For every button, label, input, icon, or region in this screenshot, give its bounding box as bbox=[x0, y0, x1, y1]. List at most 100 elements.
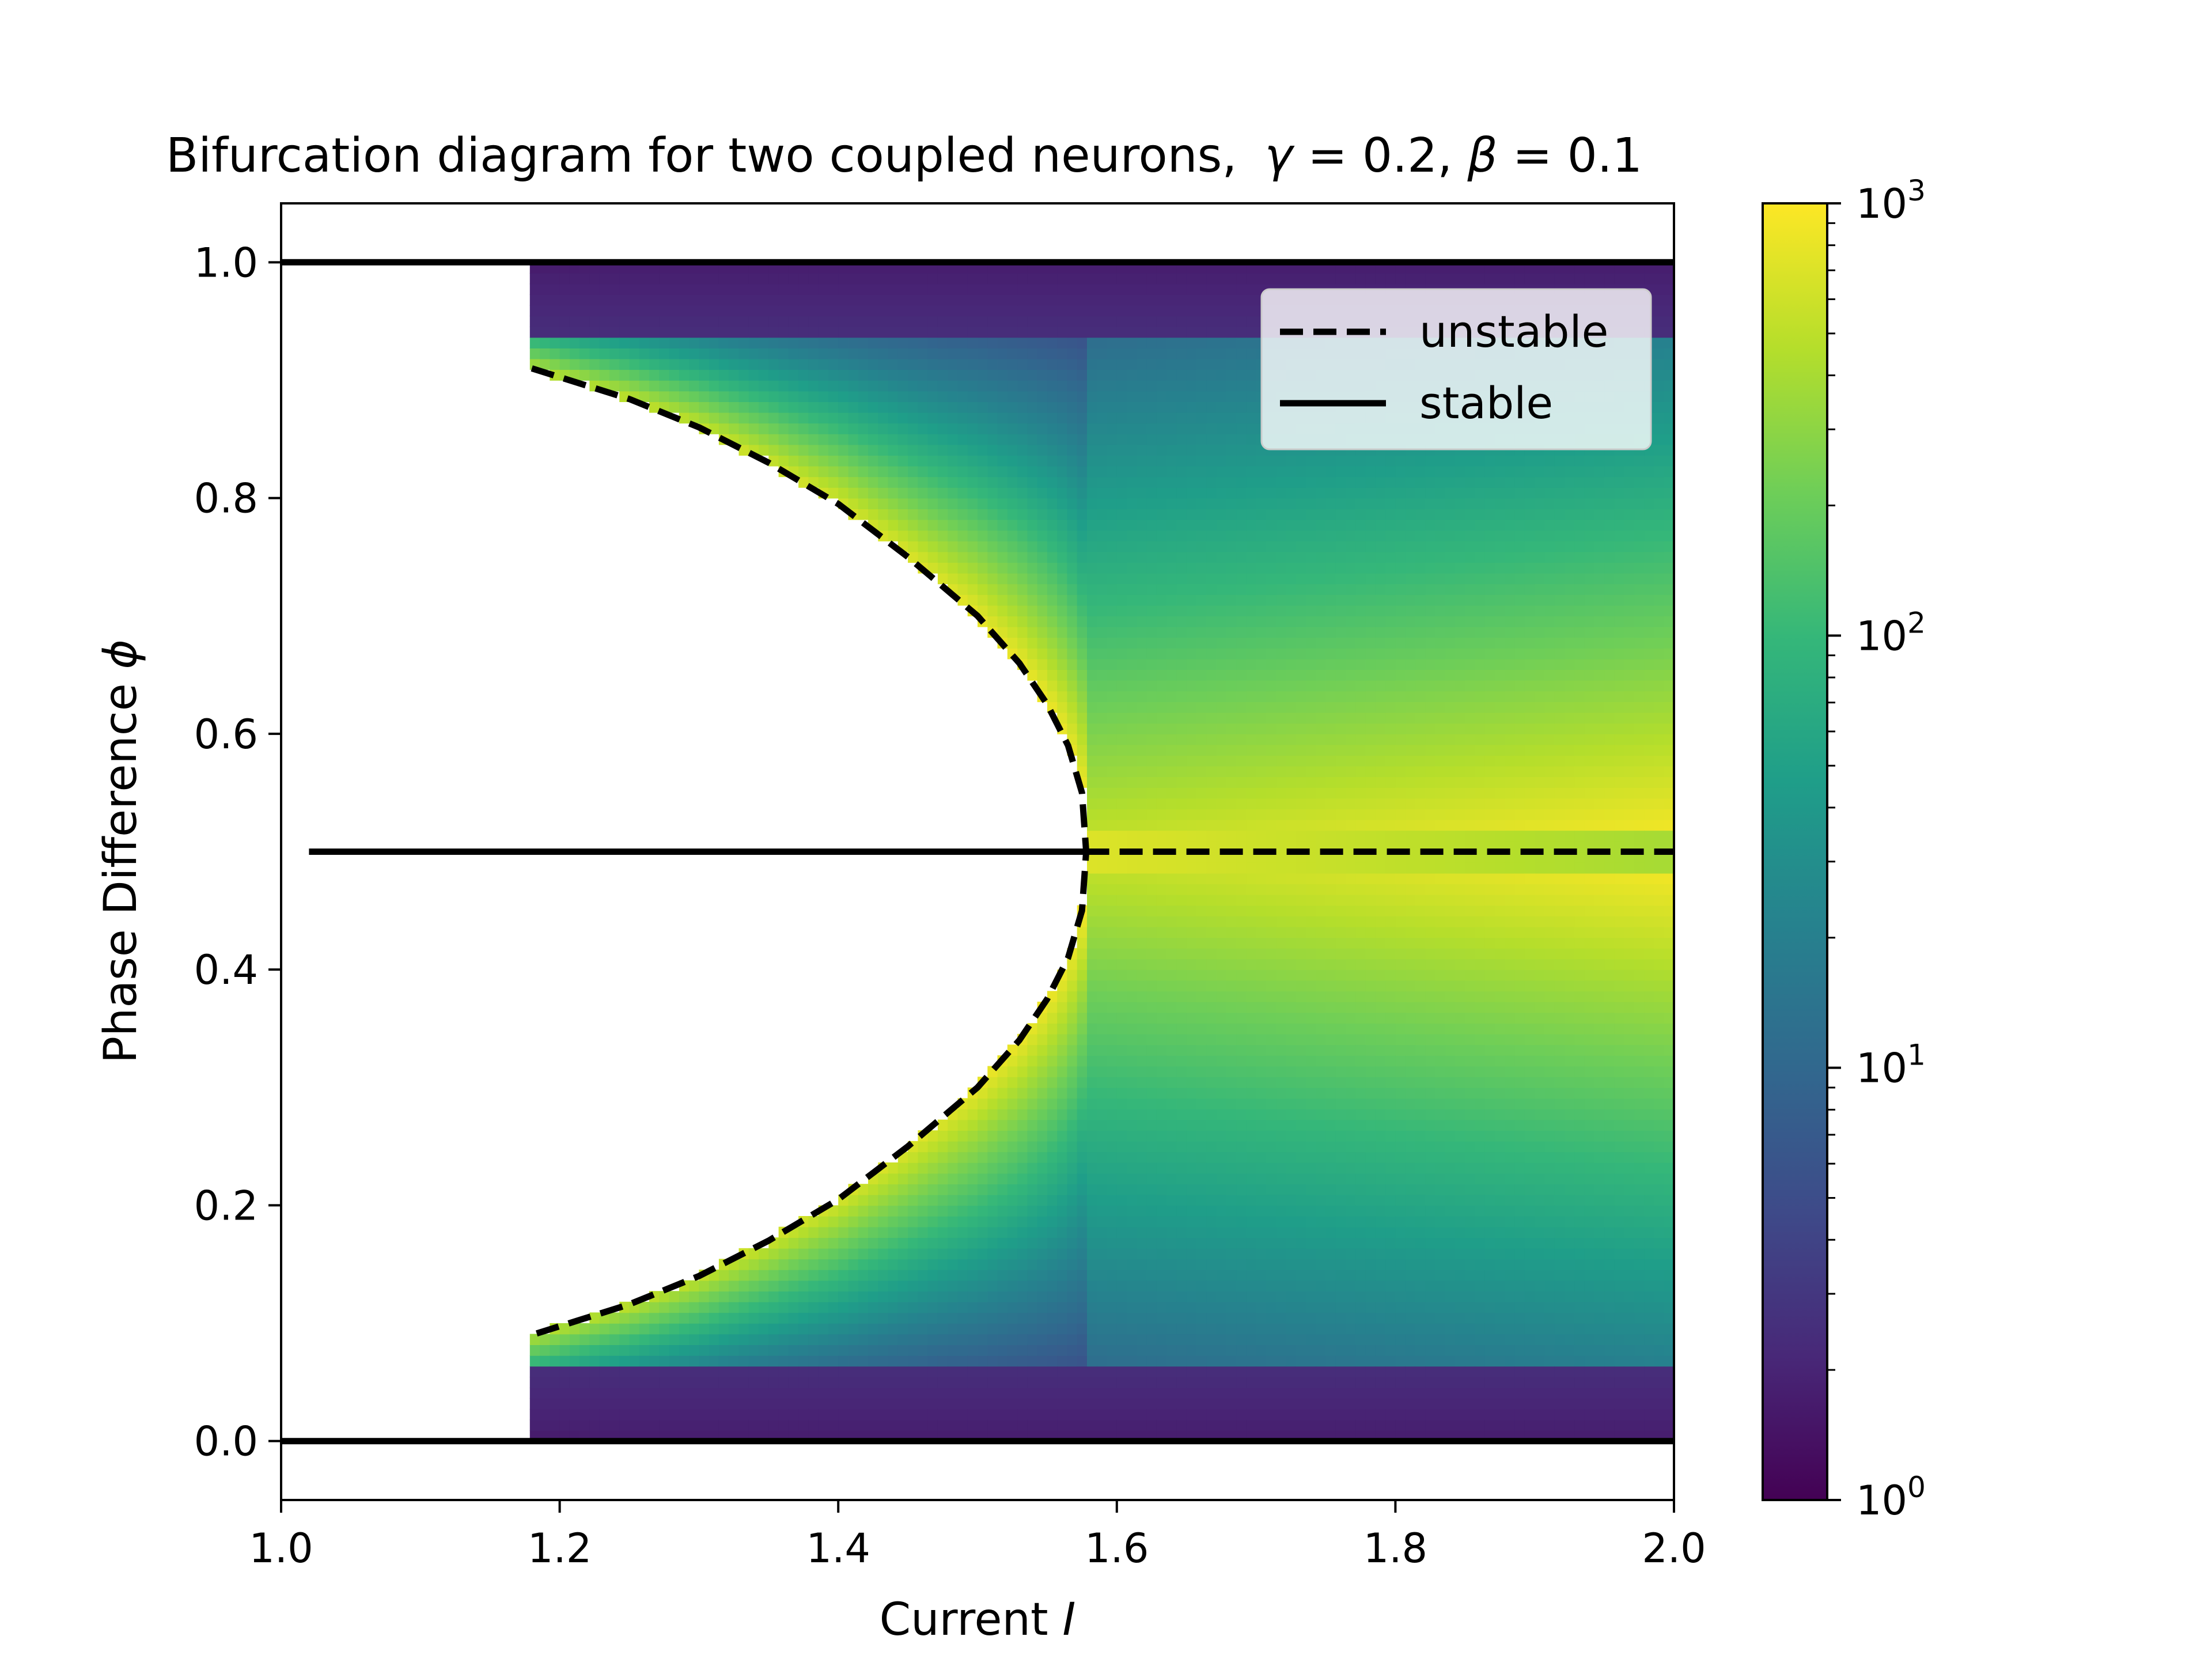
heatmap-cell bbox=[1137, 1387, 1147, 1399]
heatmap-cell bbox=[529, 1366, 540, 1377]
heatmap-cell bbox=[1266, 873, 1277, 885]
heatmap-cell bbox=[1166, 391, 1177, 402]
heatmap-cell bbox=[1137, 1280, 1147, 1291]
heatmap-cell bbox=[897, 519, 908, 531]
heatmap-cell bbox=[1166, 916, 1177, 927]
heatmap-cell bbox=[987, 476, 998, 488]
heatmap-cell bbox=[1027, 648, 1038, 660]
heatmap-cell bbox=[1057, 691, 1068, 702]
heatmap-cell bbox=[1246, 648, 1257, 660]
heatmap-cell bbox=[1246, 691, 1257, 702]
heatmap-cell bbox=[908, 476, 919, 488]
heatmap-cell bbox=[718, 305, 729, 317]
heatmap-cell bbox=[948, 530, 959, 541]
heatmap-cell bbox=[1256, 980, 1267, 992]
heatmap-cell bbox=[669, 1419, 680, 1431]
heatmap-cell bbox=[699, 316, 710, 327]
heatmap-cell bbox=[1077, 712, 1088, 724]
heatmap-cell bbox=[1146, 712, 1157, 724]
heatmap-cell bbox=[1286, 680, 1297, 692]
heatmap-cell bbox=[1296, 1001, 1306, 1013]
heatmap-cell bbox=[1186, 1398, 1197, 1410]
heatmap-cell bbox=[1236, 316, 1247, 327]
heatmap-cell bbox=[1037, 294, 1048, 306]
heatmap-cell bbox=[1087, 305, 1098, 317]
heatmap-cell bbox=[1236, 626, 1247, 638]
heatmap-cell bbox=[1176, 272, 1187, 285]
heatmap-cell bbox=[1166, 948, 1177, 960]
heatmap-cell bbox=[1166, 1012, 1177, 1024]
heatmap-cell bbox=[918, 380, 929, 392]
heatmap-cell bbox=[957, 348, 968, 359]
heatmap-cell bbox=[978, 272, 988, 285]
heatmap-cell bbox=[888, 283, 899, 295]
heatmap-cell bbox=[1027, 519, 1038, 531]
heatmap-cell bbox=[1057, 1023, 1068, 1035]
heatmap-cell bbox=[1236, 1226, 1247, 1238]
heatmap-cell bbox=[748, 1248, 759, 1260]
heatmap-cell bbox=[738, 1377, 749, 1388]
heatmap-cell bbox=[1007, 1419, 1018, 1431]
heatmap-cell bbox=[1256, 1301, 1267, 1313]
heatmap-cell bbox=[1007, 519, 1018, 531]
heatmap-cell bbox=[1236, 819, 1247, 831]
heatmap-cell bbox=[1057, 530, 1068, 541]
heatmap-cell bbox=[1206, 723, 1217, 734]
heatmap-cell bbox=[1137, 530, 1147, 541]
heatmap-cell bbox=[1286, 1130, 1297, 1142]
heatmap-cell bbox=[1236, 948, 1247, 960]
heatmap-cell bbox=[1146, 916, 1157, 927]
heatmap-cell bbox=[669, 1366, 680, 1377]
heatmap-cell bbox=[1107, 1087, 1118, 1099]
heatmap-cell bbox=[1146, 487, 1157, 499]
heatmap-cell bbox=[1137, 733, 1147, 745]
heatmap-cell bbox=[1186, 369, 1197, 381]
heatmap-cell bbox=[1246, 1055, 1257, 1067]
heatmap-cell bbox=[1206, 916, 1217, 927]
heatmap-cell bbox=[848, 294, 859, 306]
heatmap-cell bbox=[1127, 1301, 1138, 1313]
heatmap-cell bbox=[1256, 1226, 1267, 1238]
heatmap-cell bbox=[1276, 1023, 1287, 1035]
heatmap-cell bbox=[1087, 498, 1098, 509]
heatmap-cell bbox=[559, 1355, 570, 1367]
heatmap-cell bbox=[1146, 1152, 1157, 1163]
heatmap-cell bbox=[540, 1387, 551, 1399]
heatmap-cell bbox=[1156, 723, 1167, 734]
heatmap-cell bbox=[768, 402, 779, 413]
heatmap-cell bbox=[987, 423, 998, 434]
heatmap-cell bbox=[1017, 1194, 1028, 1206]
heatmap-cell bbox=[1186, 926, 1197, 938]
heatmap-cell bbox=[599, 1419, 610, 1431]
heatmap-cell bbox=[1027, 1237, 1038, 1249]
heatmap-cell bbox=[1097, 402, 1108, 413]
heatmap-cell bbox=[1206, 1023, 1217, 1035]
heatmap-cell bbox=[838, 1377, 849, 1388]
heatmap-cell bbox=[1166, 283, 1177, 295]
heatmap-cell bbox=[1067, 1066, 1078, 1077]
heatmap-cell bbox=[1087, 1205, 1098, 1217]
heatmap-cell bbox=[1017, 541, 1028, 552]
heatmap-cell bbox=[948, 1194, 959, 1206]
heatmap-cell bbox=[828, 348, 839, 359]
heatmap-cell bbox=[529, 1334, 540, 1345]
heatmap-cell bbox=[1176, 1419, 1187, 1431]
heatmap-cell bbox=[1166, 272, 1177, 285]
heatmap-cell bbox=[1236, 1355, 1247, 1367]
heatmap-cell bbox=[897, 509, 908, 520]
heatmap-cell bbox=[858, 337, 869, 349]
heatmap-cell bbox=[1037, 465, 1048, 478]
heatmap-cell bbox=[1146, 1280, 1157, 1291]
heatmap-cell bbox=[709, 1301, 719, 1313]
heatmap-cell bbox=[918, 1387, 929, 1399]
heatmap-cell bbox=[1176, 777, 1187, 788]
heatmap-cell bbox=[1127, 573, 1138, 585]
heatmap-cell bbox=[1236, 487, 1247, 499]
heatmap-cell bbox=[1127, 766, 1138, 778]
heatmap-cell bbox=[1196, 1280, 1207, 1291]
heatmap-cell bbox=[987, 1248, 998, 1260]
heatmap-cell bbox=[1037, 1141, 1048, 1153]
heatmap-cell bbox=[1266, 733, 1277, 745]
heatmap-cell bbox=[1186, 1259, 1197, 1270]
heatmap-cell bbox=[918, 476, 929, 488]
